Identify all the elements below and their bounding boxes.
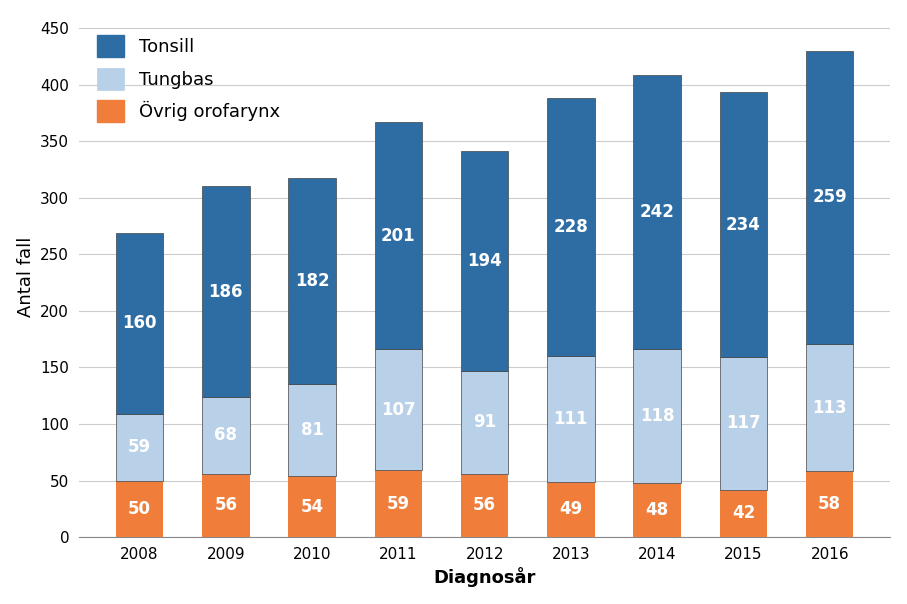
- Text: 56: 56: [473, 496, 496, 515]
- Bar: [806, 51, 853, 344]
- Bar: [461, 474, 508, 537]
- Bar: [116, 481, 163, 537]
- Bar: [375, 471, 422, 537]
- Bar: [202, 397, 249, 474]
- Text: 56: 56: [214, 496, 238, 515]
- Text: 59: 59: [386, 495, 410, 513]
- Text: 201: 201: [381, 226, 415, 245]
- Text: 234: 234: [726, 216, 761, 234]
- Bar: [547, 481, 595, 537]
- Text: 186: 186: [209, 283, 243, 301]
- Text: 242: 242: [639, 204, 675, 222]
- Bar: [806, 472, 853, 537]
- Text: 160: 160: [122, 314, 157, 332]
- Bar: [720, 357, 767, 490]
- Bar: [116, 414, 163, 481]
- Bar: [461, 371, 508, 474]
- Bar: [633, 76, 681, 349]
- Bar: [720, 490, 767, 537]
- Bar: [202, 474, 249, 537]
- Bar: [116, 233, 163, 414]
- Text: 50: 50: [128, 500, 151, 518]
- Text: 118: 118: [640, 407, 675, 425]
- Text: 54: 54: [300, 498, 324, 516]
- Bar: [547, 98, 595, 356]
- Bar: [633, 349, 681, 483]
- Bar: [633, 483, 681, 537]
- Text: 91: 91: [473, 413, 496, 431]
- Text: 81: 81: [300, 421, 324, 439]
- Text: 49: 49: [560, 500, 582, 518]
- Bar: [202, 187, 249, 397]
- Bar: [288, 384, 336, 476]
- Bar: [720, 92, 767, 357]
- Bar: [806, 344, 853, 472]
- Text: 68: 68: [214, 426, 238, 445]
- Text: 194: 194: [467, 252, 502, 270]
- Text: 259: 259: [813, 188, 847, 206]
- Text: 107: 107: [381, 401, 415, 419]
- Text: 228: 228: [553, 218, 589, 236]
- Text: 111: 111: [553, 410, 588, 428]
- Bar: [375, 349, 422, 471]
- Bar: [375, 122, 422, 349]
- Y-axis label: Antal fall: Antal fall: [16, 237, 34, 317]
- Bar: [461, 151, 508, 371]
- Text: 182: 182: [295, 272, 329, 291]
- Bar: [288, 178, 336, 384]
- Text: 58: 58: [818, 495, 841, 513]
- Text: 59: 59: [128, 438, 151, 456]
- Legend: Tonsill, Tungbas, Övrig orofarynx: Tonsill, Tungbas, Övrig orofarynx: [88, 26, 288, 132]
- Text: 48: 48: [646, 501, 668, 519]
- X-axis label: Diagnosår: Diagnosår: [434, 567, 536, 587]
- Text: 113: 113: [813, 399, 847, 417]
- Bar: [547, 356, 595, 481]
- Bar: [288, 476, 336, 537]
- Text: 117: 117: [727, 414, 761, 432]
- Text: 42: 42: [732, 504, 756, 522]
